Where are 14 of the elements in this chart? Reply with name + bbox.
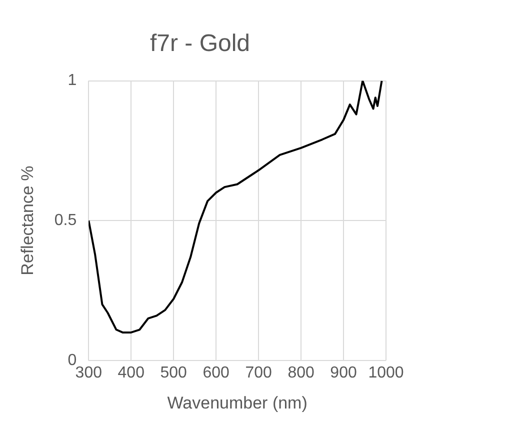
x-tick-label: 500 [160, 364, 188, 382]
x-tick-label: 300 [75, 364, 102, 382]
y-tick-label: 1 [68, 72, 77, 90]
x-tick-label: 600 [202, 364, 230, 382]
x-axis-title: Wavenumber (nm) [167, 393, 308, 412]
x-tick-label: 800 [288, 364, 314, 382]
x-tick-label: 1000 [368, 364, 404, 382]
y-tick-label: 0 [68, 352, 77, 369]
x-tick-label: 700 [245, 364, 272, 382]
chart-title: f7r - Gold [150, 30, 250, 58]
y-tick-label: 0.5 [54, 212, 77, 230]
y-axis-title: Reflectance % [18, 166, 37, 276]
x-tick-label: 900 [330, 364, 357, 382]
x-tick-label: 400 [118, 364, 145, 382]
